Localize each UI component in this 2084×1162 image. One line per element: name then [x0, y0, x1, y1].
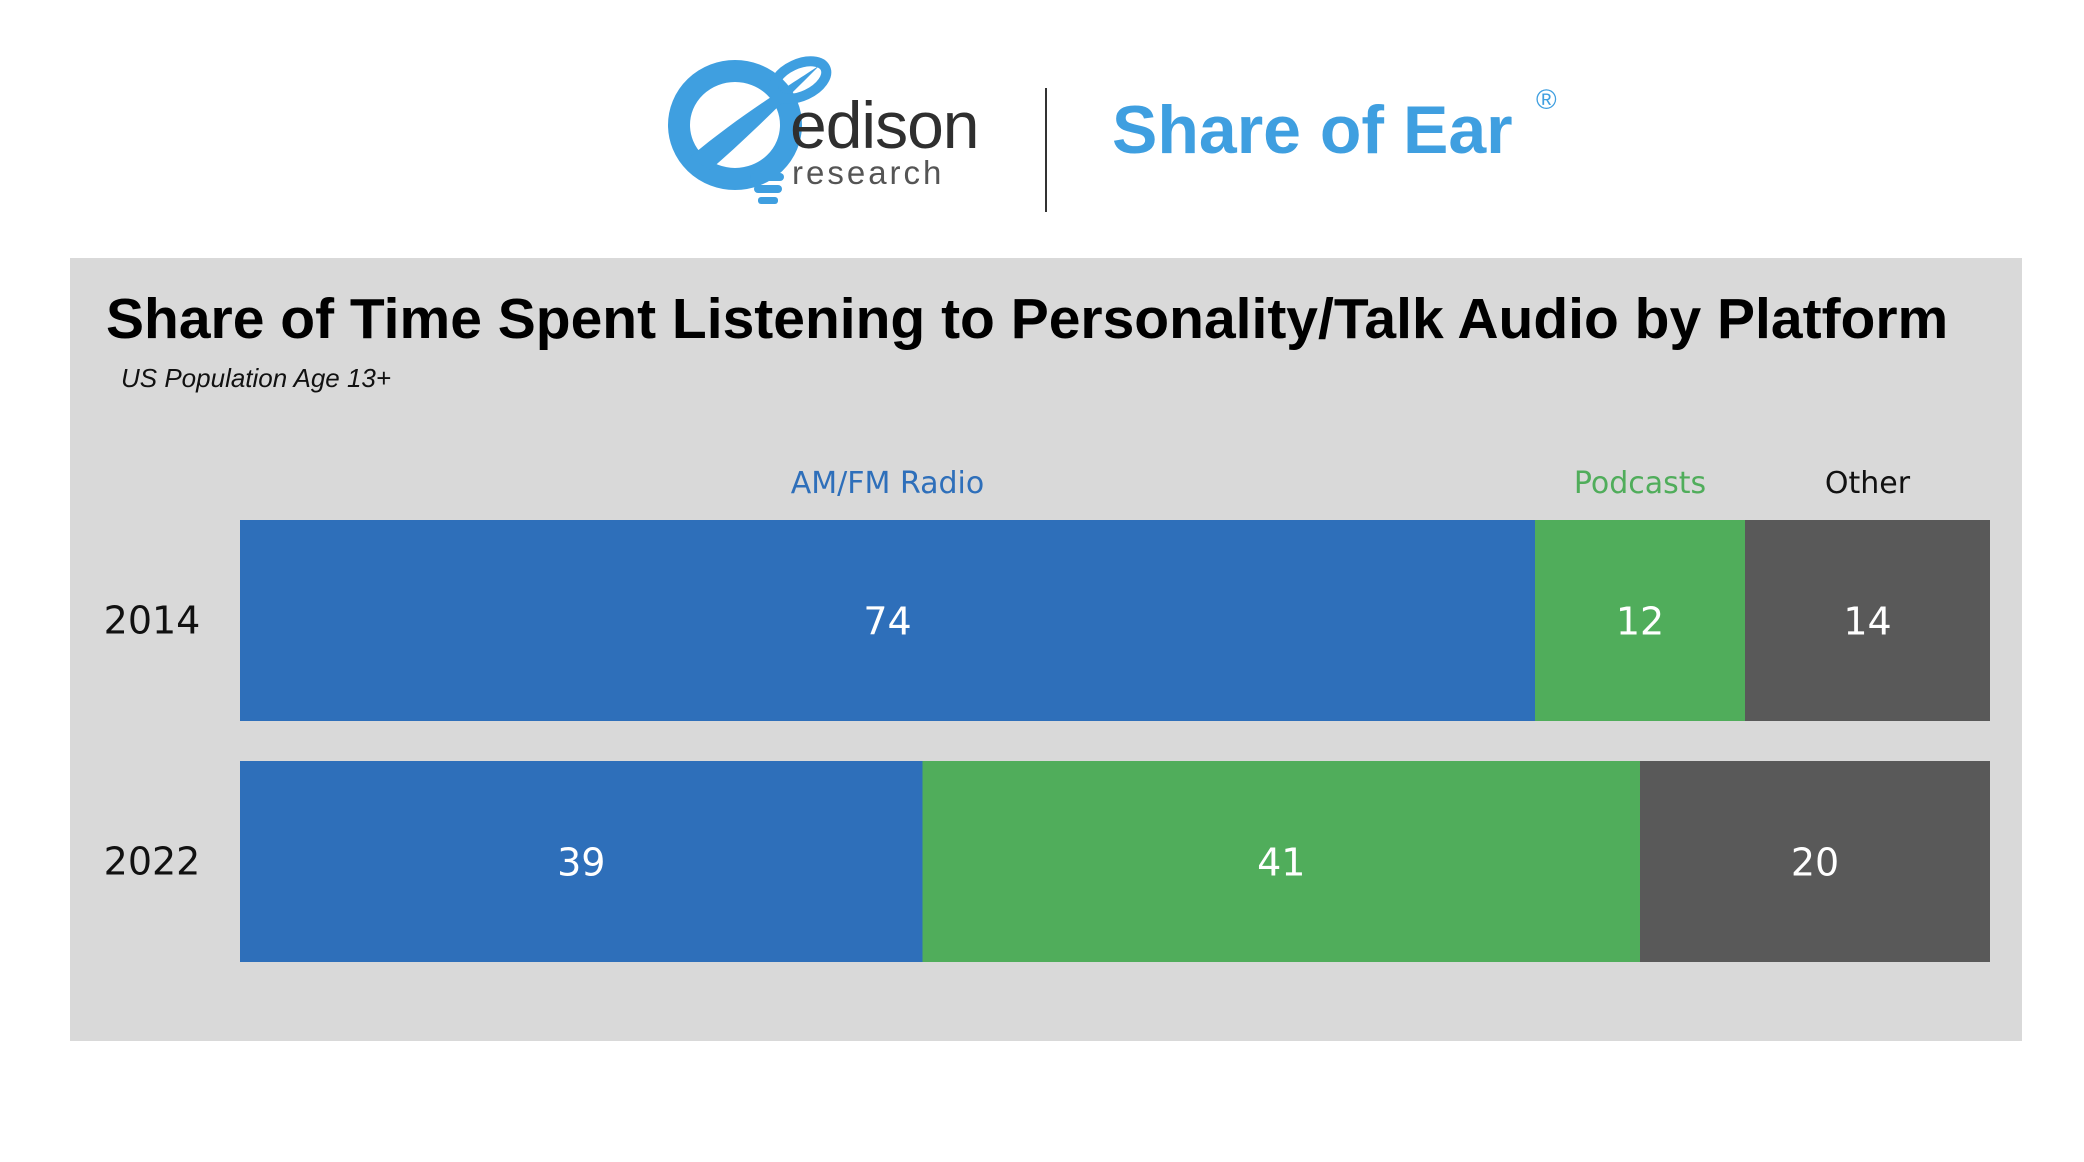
header: edison research Share of Ear ®: [0, 0, 2084, 240]
edison-logo-icon: [668, 56, 832, 204]
legend-other: Other: [1825, 466, 1911, 501]
category-label-2014: 2014: [104, 599, 201, 643]
data-label-other-2014: 14: [1843, 600, 1891, 644]
stacked-bar-chart: 2014 74 12 14 2022 39 41 20 AM/FM Radio Podcasts O…: [104, 466, 1990, 962]
chart-panel: Share of Time Spent Listening to Persona…: [70, 258, 2022, 1041]
logo-subtext: research: [792, 154, 945, 191]
data-label-podcasts-2014: 12: [1616, 600, 1664, 644]
registered-mark: ®: [1536, 84, 1557, 115]
chart-subtitle: US Population Age 13+: [121, 363, 392, 393]
data-label-am-fm-radio-2022: 39: [557, 841, 605, 885]
share-of-ear-brand: Share of Ear: [1112, 92, 1513, 168]
bar-am-fm-radio-2022: [240, 761, 923, 962]
data-label-podcasts-2022: 41: [1257, 841, 1305, 885]
data-label-am-fm-radio-2014: 74: [863, 600, 911, 644]
bar-podcasts-2014: [1535, 520, 1745, 721]
chart-title: Share of Time Spent Listening to Persona…: [106, 287, 1949, 351]
bar-podcasts-2022: [922, 761, 1640, 962]
logo-wordmark: edison: [790, 88, 979, 162]
bar-am-fm-radio-2014: [240, 520, 1535, 721]
bar-other-2014: [1745, 520, 1990, 721]
bar-other-2022: [1640, 761, 1990, 962]
header-divider: [1045, 88, 1047, 212]
legend-am-fm-radio: AM/FM Radio: [791, 466, 985, 501]
category-label-2022: 2022: [104, 840, 201, 884]
legend-podcasts: Podcasts: [1574, 466, 1706, 501]
data-label-other-2022: 20: [1791, 841, 1839, 885]
